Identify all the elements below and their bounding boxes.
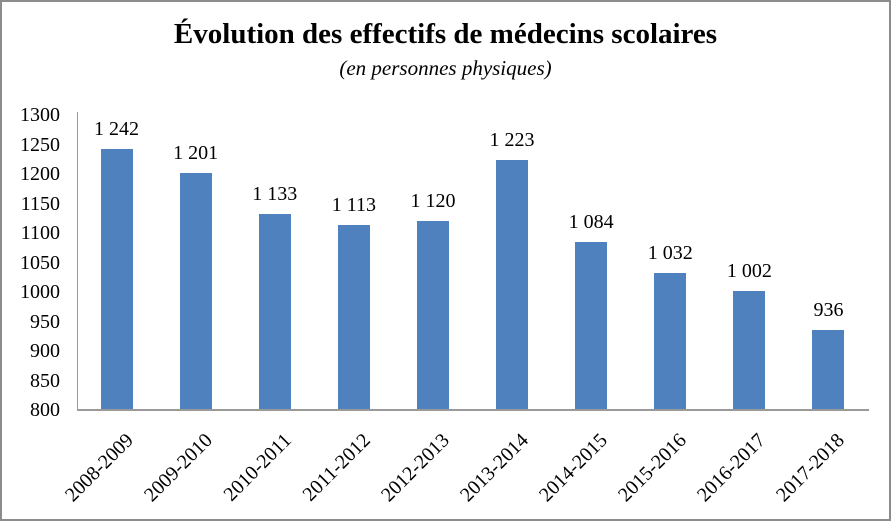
bar-value-label: 1 223 [489,129,535,152]
bar-value-label: 1 084 [568,211,614,234]
x-axis-line [77,409,869,411]
bar-2015-2016 [654,273,687,409]
bar-2008-2009 [100,149,133,409]
bar-value-label: 1 002 [726,259,772,282]
bar-value-label: 1 120 [410,190,456,213]
bar-2009-2010 [179,173,212,409]
bar-value-label: 936 [813,298,844,321]
bar-2016-2017 [733,290,766,409]
y-tick-label: 1050 [20,251,60,274]
bar-2013-2014 [496,160,529,409]
y-tick-label: 900 [30,340,60,362]
y-tick-label: 950 [30,310,60,333]
y-tick-label: 800 [30,399,60,421]
bar-value-label: 1 032 [647,242,693,265]
bar-2017-2018 [812,329,845,409]
bar-2014-2015 [575,242,608,409]
y-tick-label: 1250 [20,133,60,156]
chart-subtitle: (en personnes physiques) [339,56,552,80]
bar-value-label: 1 201 [173,142,219,165]
y-tick-label: 1200 [20,163,60,185]
x-tick-label: 2008-2009 [60,429,138,507]
bar-2010-2011 [258,213,291,409]
bar-2012-2013 [416,221,449,409]
y-tick-label: 1000 [20,281,60,303]
chart-title: Évolution des effectifs de médecins scol… [173,18,718,50]
bar-value-label: 1 133 [252,182,298,205]
y-axis-line [77,112,78,410]
bar-2011-2012 [337,225,370,409]
y-tick-label: 1100 [20,222,60,244]
bar-value-label: 1 113 [331,194,376,217]
y-tick-label: 1150 [20,192,60,215]
bar-value-label: 1 242 [94,118,140,141]
y-tick-label: 850 [30,369,60,392]
y-tick-label: 1300 [20,104,60,126]
